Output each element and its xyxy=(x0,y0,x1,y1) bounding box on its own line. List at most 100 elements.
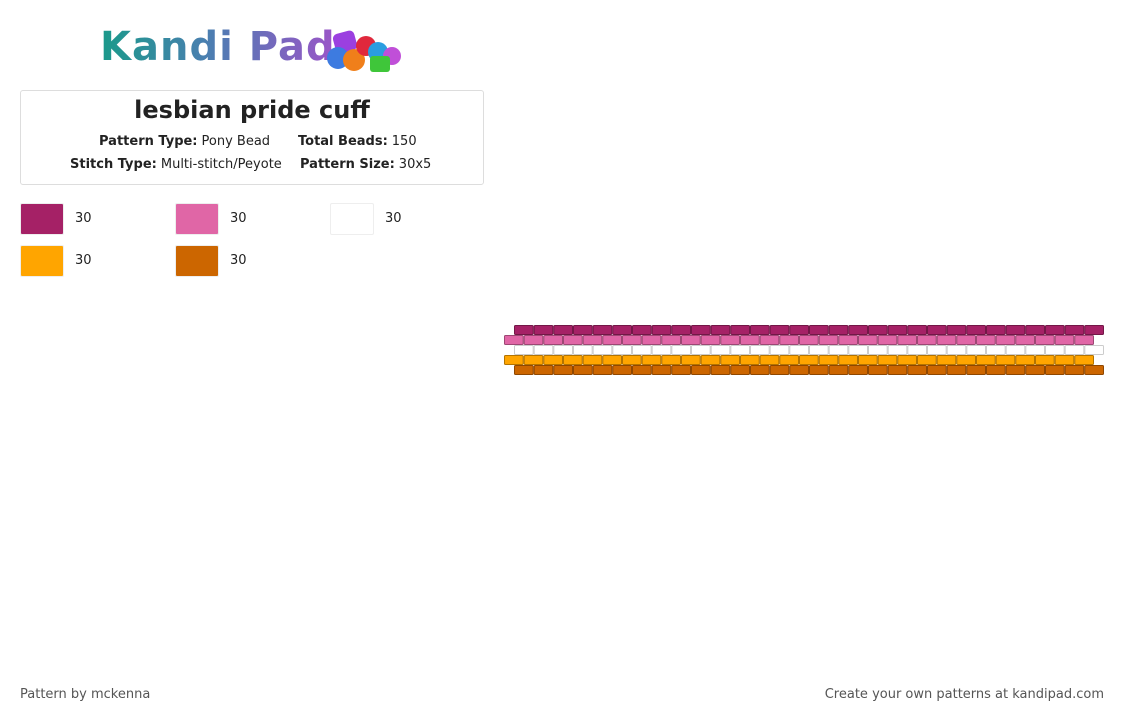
info-value: 30x5 xyxy=(398,157,432,172)
bead xyxy=(1005,325,1026,335)
bead xyxy=(553,365,573,375)
bead xyxy=(1005,345,1026,355)
footer-promo: Create your own patterns at kandipad.com xyxy=(824,687,1104,702)
bead xyxy=(1035,355,1055,365)
bead xyxy=(936,335,957,345)
bead xyxy=(710,325,731,335)
bead xyxy=(1045,365,1065,375)
bead xyxy=(927,365,947,375)
bead xyxy=(818,355,839,365)
bead xyxy=(907,345,927,355)
bead xyxy=(858,335,878,345)
bead xyxy=(514,365,534,375)
bead xyxy=(907,365,927,375)
bead xyxy=(936,355,957,365)
bead xyxy=(976,355,996,365)
bead xyxy=(887,325,908,335)
color-count: 30 xyxy=(230,253,247,268)
bead xyxy=(1045,325,1065,335)
bead xyxy=(681,355,701,365)
info-value: 150 xyxy=(391,134,417,149)
bead xyxy=(848,345,868,355)
bead xyxy=(818,335,839,345)
bead xyxy=(897,335,917,345)
bead xyxy=(651,345,672,355)
bead xyxy=(592,365,613,375)
bead xyxy=(740,355,760,365)
logo-beads xyxy=(327,30,401,72)
bead xyxy=(779,355,799,365)
bead xyxy=(1084,345,1105,355)
color-swatch xyxy=(330,203,374,235)
color-swatch xyxy=(175,245,219,277)
bead xyxy=(504,335,524,345)
bead xyxy=(759,355,780,365)
bead xyxy=(533,345,554,355)
bead xyxy=(868,345,888,355)
bead xyxy=(602,335,622,345)
bead xyxy=(602,355,622,365)
bead xyxy=(809,325,829,335)
bead xyxy=(946,365,967,375)
bead xyxy=(750,365,770,375)
bead xyxy=(1015,335,1035,345)
bead xyxy=(1084,365,1105,375)
bead xyxy=(750,345,770,355)
bead xyxy=(956,355,976,365)
bead xyxy=(838,335,858,345)
info-label: Stitch Type: xyxy=(70,157,157,172)
bead xyxy=(1045,345,1065,355)
color-count: 30 xyxy=(75,253,92,268)
footer-author: Pattern by mckenna xyxy=(20,687,151,702)
bead xyxy=(828,345,849,355)
bead xyxy=(612,325,632,335)
bead xyxy=(995,355,1016,365)
bead xyxy=(730,345,750,355)
info-label: Pattern Type: xyxy=(99,134,198,149)
bead xyxy=(986,325,1006,335)
bead xyxy=(691,365,711,375)
bead xyxy=(700,335,721,345)
bead xyxy=(533,325,554,335)
bead xyxy=(563,355,583,365)
bead xyxy=(976,335,996,345)
bead xyxy=(563,335,583,345)
bead xyxy=(956,335,976,345)
info-item: Pattern Type: Pony Bead xyxy=(99,134,270,149)
bead xyxy=(523,355,544,365)
bead xyxy=(514,325,534,335)
bead xyxy=(897,355,917,365)
info-item: Pattern Size: 30x5 xyxy=(300,157,431,172)
bead xyxy=(641,335,662,345)
bead xyxy=(1074,355,1095,365)
bead xyxy=(592,345,613,355)
bead xyxy=(769,325,790,335)
bead xyxy=(612,365,632,375)
bead xyxy=(1054,355,1075,365)
bead xyxy=(641,355,662,365)
bead xyxy=(789,325,809,335)
bead xyxy=(759,335,780,345)
bead xyxy=(533,365,554,375)
color-count: 30 xyxy=(75,211,92,226)
bead xyxy=(671,325,691,335)
bead xyxy=(671,345,691,355)
bead xyxy=(986,345,1006,355)
color-swatch xyxy=(20,203,64,235)
bead xyxy=(799,355,819,365)
bead xyxy=(789,345,809,355)
bead xyxy=(710,345,731,355)
color-count: 30 xyxy=(230,211,247,226)
bead xyxy=(1064,345,1085,355)
bead xyxy=(1005,365,1026,375)
bead xyxy=(887,345,908,355)
bead xyxy=(504,355,524,365)
bead xyxy=(927,345,947,355)
bead xyxy=(720,355,740,365)
bead xyxy=(1015,355,1035,365)
bead xyxy=(1025,325,1046,335)
bead xyxy=(907,325,927,335)
bead xyxy=(927,325,947,335)
